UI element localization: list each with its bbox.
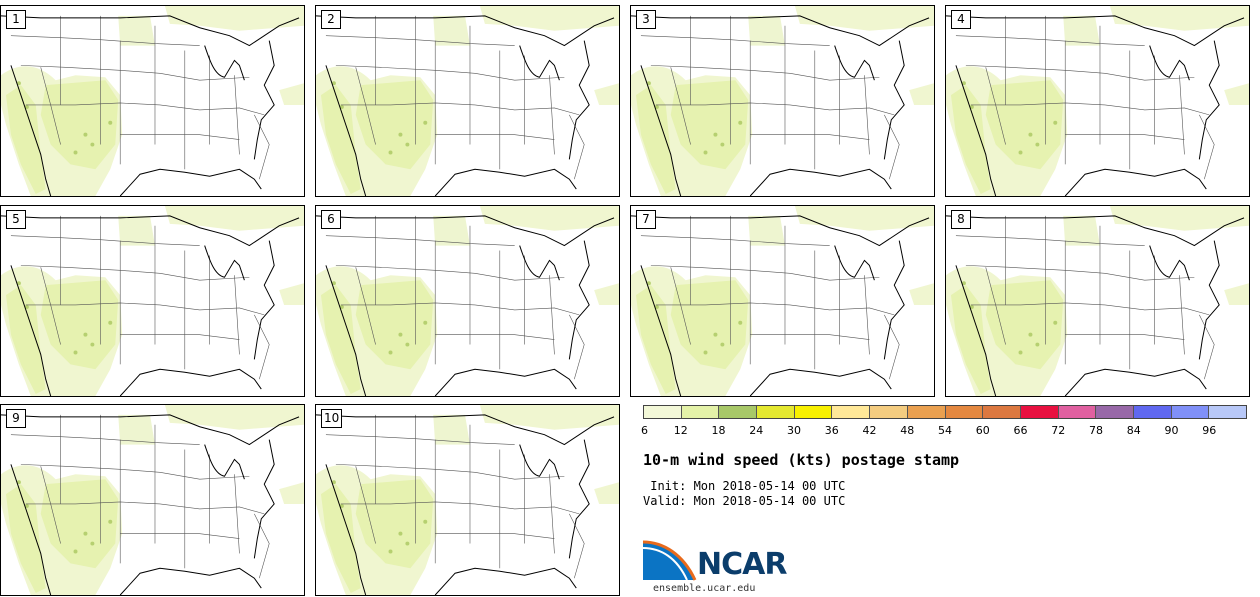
colorbar-tick-label: 30 [787,424,801,437]
colorbar-tick-label: 42 [862,424,877,437]
colorbar-tick-label: 18 [711,424,726,437]
valid-time: Valid: Mon 2018-05-14 00 UTC [643,494,846,508]
map-panel: 4 [945,5,1250,197]
colorbar-segment [719,406,758,418]
colorbar-tick-label: 36 [824,424,839,437]
colorbar-tick-label: 84 [1126,424,1141,437]
colorbar-ticks: 6 12 18 24 30 36 42 48 54 60 66 72 78 84 90 96 [641,424,1247,438]
map-panel: 8 [945,205,1250,397]
conus-map [316,6,619,196]
conus-map [631,6,934,196]
panel-number: 5 [6,210,26,229]
panel-number: 9 [6,409,26,428]
conus-map [316,405,619,595]
colorbar-segment [1020,406,1059,418]
map-panel: 3 [630,5,935,197]
map-panel: 2 [315,5,620,197]
colorbar-segment [1171,406,1210,418]
ncar-logo-icon [643,540,697,581]
conus-map [316,206,619,396]
init-time: Init: Mon 2018-05-14 00 UTC [643,479,846,493]
map-panel: 7 [630,205,935,397]
colorbar-segment [681,406,720,418]
colorbar-segment [983,406,1021,418]
colorbar [643,405,1247,419]
conus-map [1,405,304,595]
panel-number: 4 [951,10,971,29]
colorbar-segment [757,406,795,418]
colorbar-segment [1133,406,1172,418]
conus-map [946,206,1249,396]
panel-number: 10 [321,409,343,428]
conus-map [946,6,1249,196]
colorbar-tick-label: 24 [749,424,764,437]
figure-title: 10-m wind speed (kts) postage stamp [643,451,960,469]
colorbar-segment [794,406,833,418]
colorbar-tick-label: 48 [900,424,915,437]
colorbar-segment [1058,406,1097,418]
colorbar-segment [644,406,682,418]
map-panel: 5 [0,205,305,397]
colorbar-tick-label: 60 [975,424,990,437]
colorbar-tick-label: 54 [938,424,952,437]
ncar-logo-text: NCAR [697,547,787,582]
colorbar-segment [1209,406,1246,418]
panel-number: 6 [321,210,341,229]
conus-map [1,206,304,396]
colorbar-tick-label: 90 [1164,424,1179,437]
colorbar-segment [1096,406,1134,418]
panel-number: 3 [636,10,656,29]
colorbar-segment [870,406,908,418]
colorbar-tick-label: 96 [1202,424,1217,437]
conus-map [631,206,934,396]
colorbar-segment [907,406,946,418]
colorbar-tick-label: 66 [1013,424,1028,437]
panel-number: 2 [321,10,341,29]
site-url: ensemble.ucar.edu [653,583,756,594]
map-panel: 9 [0,404,305,596]
panel-number: 1 [6,10,26,29]
panel-number: 8 [951,210,971,229]
map-panel: 10 [315,404,620,596]
colorbar-tick-label: 6 [641,424,648,437]
panel-number: 7 [636,210,656,229]
colorbar-segment [945,406,984,418]
colorbar-tick-label: 72 [1051,424,1066,437]
colorbar-tick-label: 78 [1089,424,1103,437]
map-panel: 6 [315,205,620,397]
colorbar-segment [832,406,871,418]
map-panel: 1 [0,5,305,197]
conus-map [1,6,304,196]
colorbar-tick-label: 12 [673,424,688,437]
